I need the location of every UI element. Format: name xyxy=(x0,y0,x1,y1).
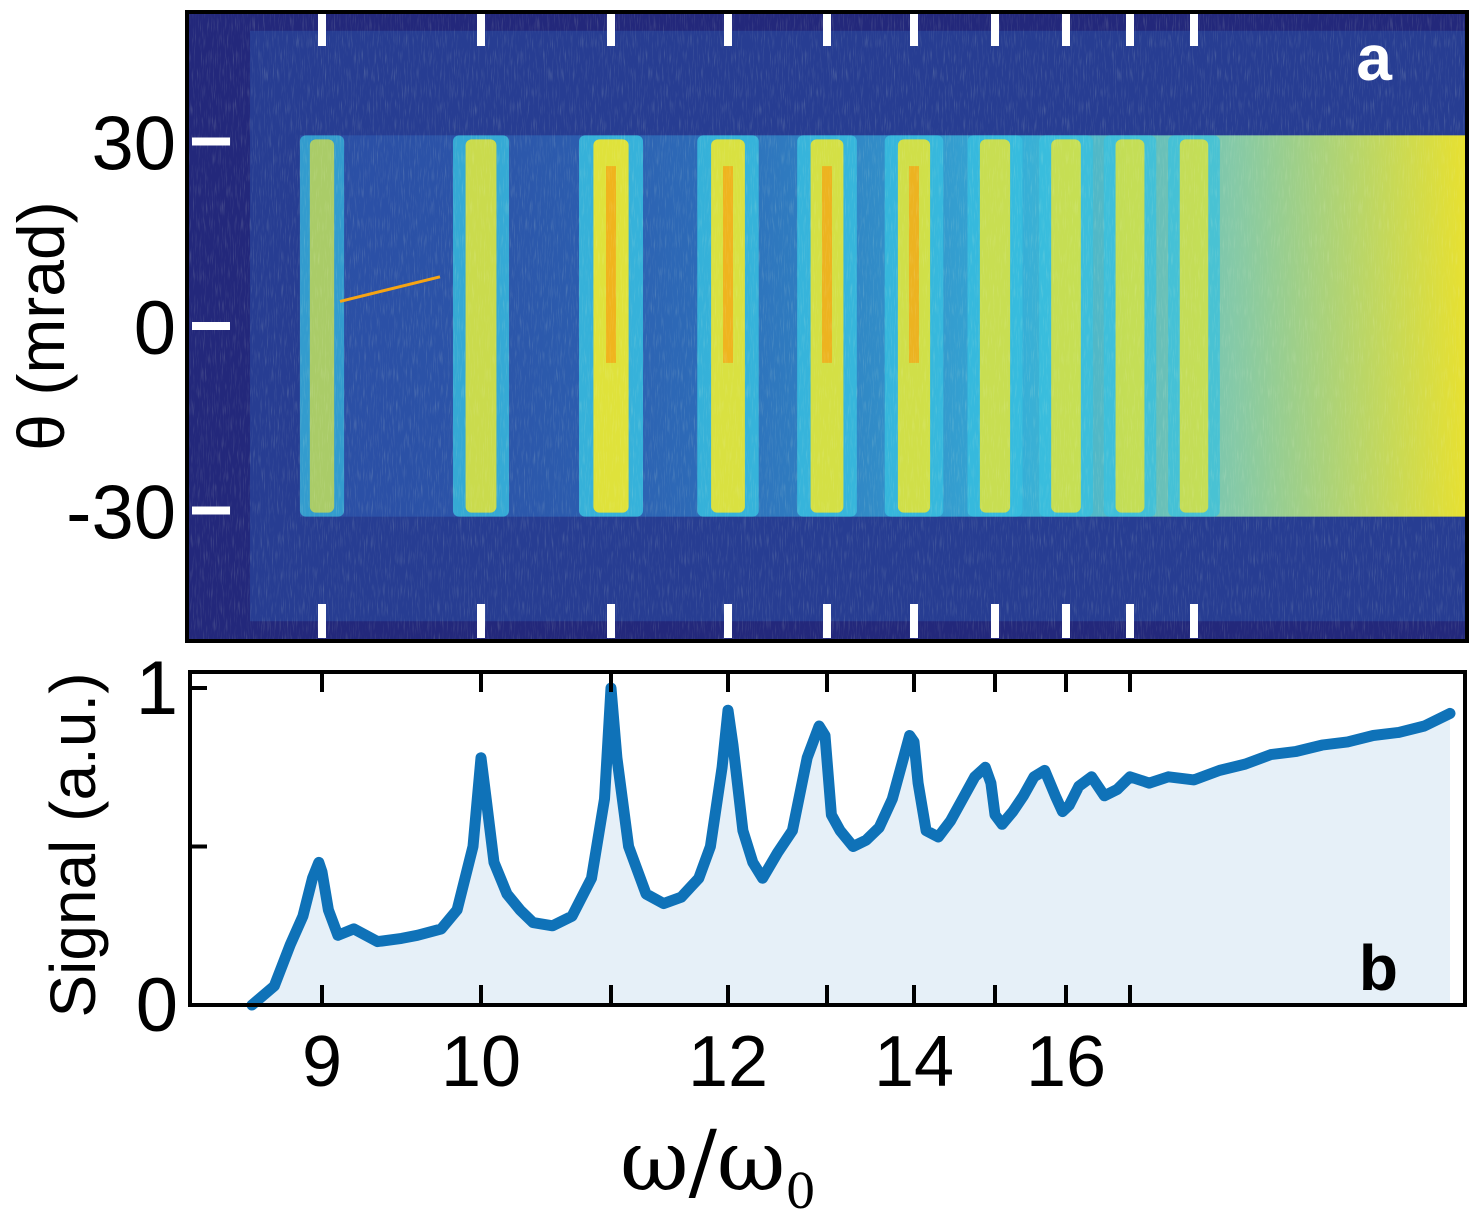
ytick-label: 1 xyxy=(136,646,178,731)
xtick-label: 16 xyxy=(1026,1022,1106,1102)
xtick-label: 14 xyxy=(874,1022,954,1102)
panel-label-a: a xyxy=(1356,22,1392,94)
xtick-label: 12 xyxy=(688,1022,768,1102)
heatmap-y-axis-label: θ (mrad) xyxy=(4,201,78,450)
x-axis-label-subscript: 0 xyxy=(785,1164,816,1217)
marker-bottom-15 xyxy=(991,604,999,638)
heatmap-frame xyxy=(185,10,1469,643)
heatmap-ytick-mark xyxy=(192,137,230,146)
heatmap-ytick-label: -30 xyxy=(66,471,176,556)
marker-bottom-11 xyxy=(607,604,615,638)
marker-top-17 xyxy=(1126,14,1134,46)
marker-bottom-12 xyxy=(724,604,732,638)
x-axis-label: ω/ω0 xyxy=(620,1112,816,1217)
marker-bottom-16 xyxy=(1062,604,1070,638)
marker-bottom-17 xyxy=(1126,604,1134,638)
heatmap-ytick-mark xyxy=(192,322,230,330)
xtick-label: 10 xyxy=(441,1022,521,1102)
signal-x-ticks: 9 10 12 14 16 xyxy=(302,672,1132,1102)
streak-artifact xyxy=(339,275,441,303)
xtick-label: 9 xyxy=(302,1022,342,1102)
marker-bottom-9 xyxy=(318,604,326,638)
x-axis-label-main: ω/ω xyxy=(620,1112,785,1210)
marker-top-16 xyxy=(1062,14,1070,46)
marker-top-12 xyxy=(724,14,732,46)
marker-top-13 xyxy=(823,14,831,46)
marker-bottom-13 xyxy=(823,604,831,638)
heatmap-grain xyxy=(187,12,1467,641)
heatmap-panel: 30 0 -30 a θ (mrad) xyxy=(4,10,1469,643)
heatmap-ytick-label: 30 xyxy=(91,102,176,187)
signal-line xyxy=(246,682,1456,1011)
marker-bottom-10 xyxy=(477,604,485,638)
panel-label-b: b xyxy=(1359,932,1398,1004)
heatmap-y-ticks: 30 0 -30 xyxy=(66,102,230,556)
heatmap-image xyxy=(187,12,1467,641)
signal-y-ticks: 01 xyxy=(136,646,207,1048)
marker-top-18 xyxy=(1190,14,1198,46)
marker-bottom-14 xyxy=(910,604,918,638)
marker-top-15 xyxy=(991,14,999,46)
heatmap-ytick-label: 0 xyxy=(134,286,176,371)
heatmap-ytick-mark xyxy=(192,506,230,515)
ytick-label: 0 xyxy=(136,963,178,1048)
marker-bottom-18 xyxy=(1190,604,1198,638)
marker-top-9 xyxy=(318,14,326,46)
signal-y-axis-label: Signal (a.u.) xyxy=(37,672,109,1017)
marker-top-10 xyxy=(477,14,485,46)
marker-top-11 xyxy=(607,14,615,46)
harmonic-markers xyxy=(318,14,1198,638)
marker-top-14 xyxy=(910,14,918,46)
signal-panel: 9 10 12 14 16 01 b Signal (a.u.) ω/ω0 xyxy=(37,646,1467,1217)
